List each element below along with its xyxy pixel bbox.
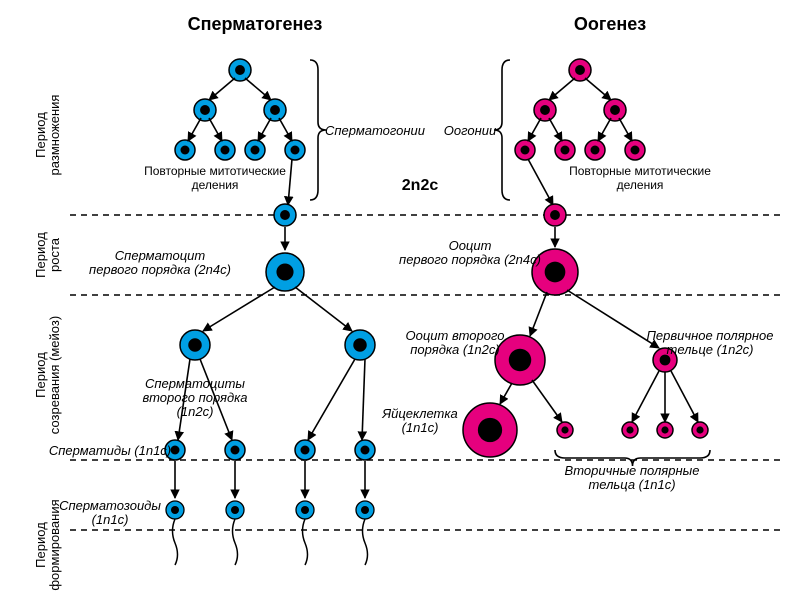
side-period-2: Периодроста — [33, 232, 62, 278]
label-oocyte-2: Ооцит второгопорядка (1n2c) — [406, 328, 505, 357]
spermatogonium-focus — [274, 204, 296, 226]
label-oogonii: Оогонии — [444, 123, 496, 138]
polar-body-2 — [657, 422, 673, 438]
oogonium-root — [569, 59, 591, 81]
center-formula: 2n2c — [402, 177, 439, 194]
label-spermatogonii: Сперматогонии — [325, 123, 425, 138]
spermatocyte-2 — [180, 330, 210, 360]
spermatogonium-g2 — [194, 99, 216, 121]
oogonium-focus — [544, 204, 566, 226]
spermatogonium-g2 — [264, 99, 286, 121]
spermatocyte-1 — [266, 253, 304, 291]
label-spermatids: Сперматиды (1n1c) — [49, 443, 171, 458]
oogonium-g3 — [625, 140, 645, 160]
spermatid — [295, 440, 315, 460]
spermatid — [225, 440, 245, 460]
title-left: Сперматогенез — [188, 14, 323, 34]
egg-cell — [463, 403, 517, 457]
spermatogonium-g3 — [175, 140, 195, 160]
oogonium-g3 — [585, 140, 605, 160]
oogonium-g3 — [515, 140, 535, 160]
polar-body-2 — [557, 422, 573, 438]
spermatocyte-2 — [345, 330, 375, 360]
polar-body-2 — [692, 422, 708, 438]
title-right: Оогенез — [574, 14, 646, 34]
oogonium-g3 — [555, 140, 575, 160]
spermatogonium-root — [229, 59, 251, 81]
oogonium-g2 — [604, 99, 626, 121]
spermatogonium-g3 — [285, 140, 305, 160]
spermatogonium-g3 — [215, 140, 235, 160]
spermatogonium-g3 — [245, 140, 265, 160]
spermatid — [355, 440, 375, 460]
polar-body-2 — [622, 422, 638, 438]
oogonium-g2 — [534, 99, 556, 121]
